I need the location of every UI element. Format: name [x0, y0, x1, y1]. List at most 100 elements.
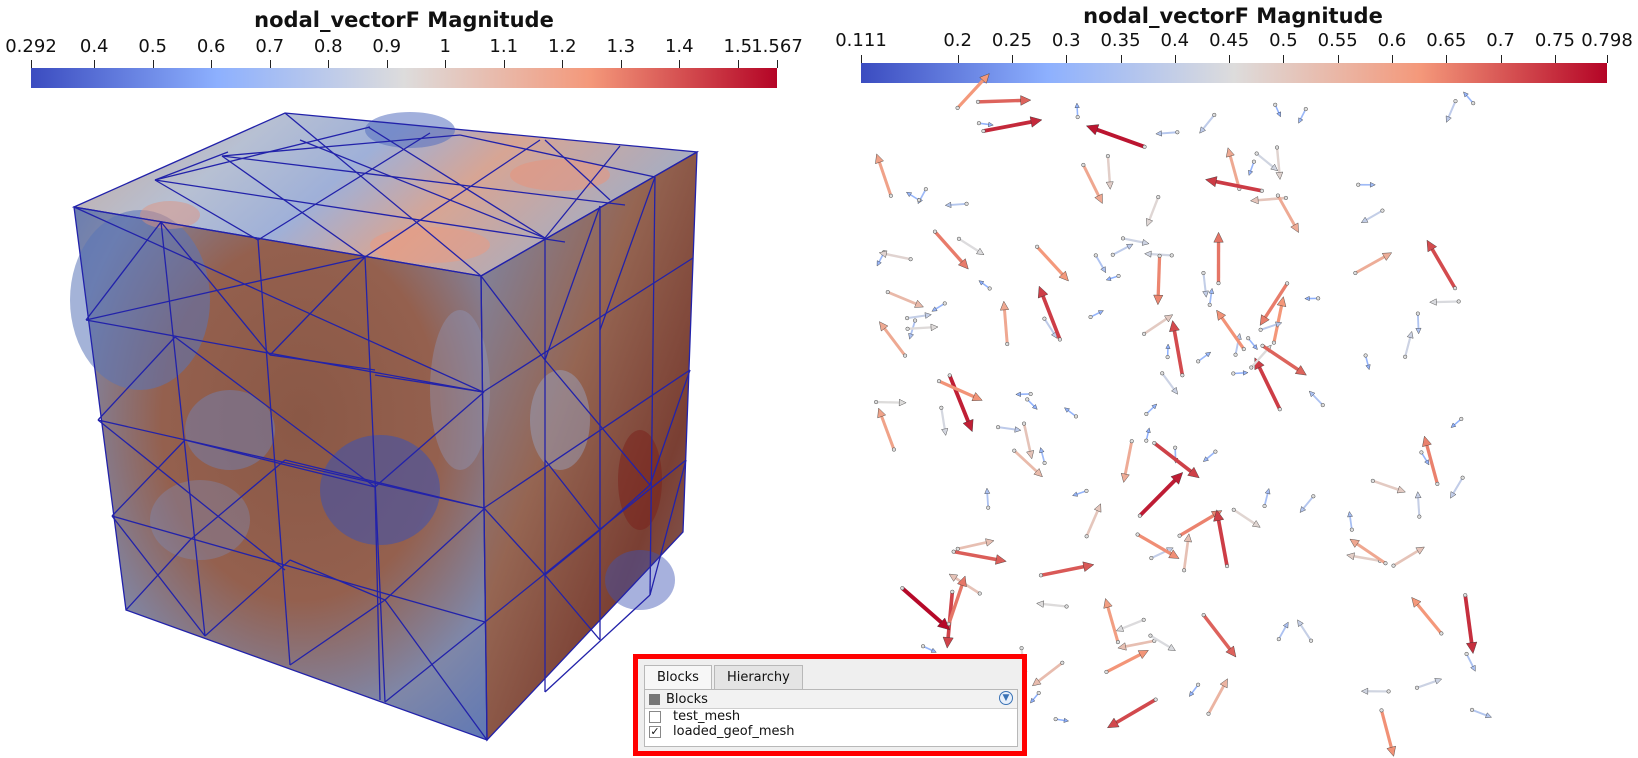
right-render-view[interactable]: nodal_vectorF Magnitude 0.111 0.2 0.25 0.3 0… [816, 0, 1638, 758]
arrow-glyph [1370, 478, 1406, 494]
arrow-glyph [1169, 320, 1185, 378]
right-colorbar-tick-mark [1011, 55, 1013, 63]
arrow-glyph [1146, 195, 1161, 227]
right-colorbar-tick-label: 0.5 [1269, 30, 1298, 51]
arrow-glyph [1165, 343, 1171, 360]
tree-header[interactable]: Blocks ▼ [645, 690, 1017, 709]
arrow-glyph [1213, 231, 1224, 286]
arrow-glyph [1213, 509, 1230, 569]
right-colorbar-tick-mark [1066, 55, 1068, 63]
arrow-glyph [1084, 503, 1102, 539]
arrow-glyph [1199, 112, 1217, 134]
arrow-glyph [1391, 546, 1425, 568]
arrow-glyph [878, 250, 913, 262]
arrow-glyph [1035, 244, 1069, 282]
arrow-glyph [1207, 287, 1215, 307]
arrow-glyph [1144, 403, 1158, 417]
left-render-view[interactable]: nodal_vectorF Magnitude 0.292 0.4 0.5 0.6 0.… [0, 0, 803, 758]
arrow-glyph [1115, 617, 1146, 632]
arrow-glyph [1110, 243, 1134, 257]
left-colorbar-tick-mark [737, 60, 739, 68]
tab-blocks[interactable]: Blocks [644, 665, 712, 690]
chevron-down-icon[interactable]: ▼ [999, 691, 1013, 705]
right-colorbar-tick-label: 0.65 [1426, 30, 1467, 51]
arrow-glyph [1298, 107, 1308, 124]
arrow-glyph [1260, 343, 1307, 376]
arrow-glyph [875, 153, 893, 198]
arrow-glyph [984, 487, 991, 510]
arrow-glyph [1450, 416, 1464, 428]
arrow-glyph [1445, 99, 1458, 123]
arrow-glyph [1036, 600, 1069, 609]
arrow-glyph [947, 373, 974, 433]
arrow-glyph [1105, 154, 1114, 190]
right-colorbar-tick-label: 0.4 [1160, 30, 1190, 51]
arrow-glyph [1081, 162, 1103, 204]
arrow-glyph [999, 300, 1010, 347]
block-tree: Blocks ▼ test_mesh ✓ loaded_geof_mesh [644, 689, 1018, 747]
arrow-glyph [1363, 353, 1371, 371]
left-colorbar-tick-label: 0.9 [372, 36, 402, 57]
arrow-glyph [1356, 182, 1376, 188]
cube-mesh[interactable] [0, 0, 800, 758]
arrow-glyph [1258, 321, 1283, 332]
arrow-glyph [1182, 533, 1192, 573]
arrow-glyph [1025, 397, 1038, 410]
arrow-glyph [1360, 208, 1385, 223]
test-mesh-checkbox[interactable] [649, 710, 661, 723]
left-colorbar-tick-mark [211, 60, 213, 68]
arrow-glyph [1426, 239, 1458, 291]
arrow-glyph [939, 405, 949, 436]
loaded-geof-mesh-checkbox[interactable]: ✓ [649, 724, 661, 738]
left-colorbar-tick-label: 0.292 [5, 36, 57, 57]
arrow-glyph [1360, 687, 1391, 695]
arrow-glyph [955, 73, 990, 110]
arrow-glyph [900, 586, 951, 631]
left-colorbar [31, 68, 777, 88]
left-colorbar-tick-mark [31, 60, 32, 68]
arrow-glyph [1074, 102, 1080, 120]
tree-item-test-mesh[interactable]: test_mesh [645, 709, 1017, 724]
arrow-glyph [905, 323, 939, 332]
arrow-glyphs[interactable] [816, 0, 1638, 758]
arrow-glyph [1030, 690, 1041, 704]
arrow-glyph [921, 644, 937, 653]
arrow-glyph [879, 321, 908, 358]
left-colorbar-tick-label: 1 [439, 36, 451, 57]
cube-right-face [481, 152, 697, 740]
left-colorbar-tick-label: 0.5 [138, 36, 168, 57]
tree-item-label: test_mesh [673, 709, 741, 724]
view-divider[interactable] [806, 0, 810, 758]
arrow-glyph [981, 116, 1043, 134]
right-colorbar [861, 63, 1607, 83]
arrow-glyph [1254, 151, 1279, 172]
header-checkbox[interactable] [649, 693, 660, 705]
right-colorbar-tick-label: 0.3 [1051, 30, 1081, 51]
arrow-glyph [976, 121, 994, 128]
arrow-glyph [1202, 449, 1218, 462]
panel-tabs: Blocks Hierarchy [644, 665, 805, 690]
arrow-glyph [1246, 336, 1258, 350]
arrow-glyph [1105, 273, 1121, 281]
right-colorbar-tick-mark [1554, 55, 1556, 63]
tree-item-loaded-geof-mesh[interactable]: ✓ loaded_geof_mesh [645, 724, 1017, 739]
arrow-glyph [978, 280, 992, 291]
left-colorbar-tick-mark [386, 60, 388, 68]
left-colorbar-tick-mark [269, 60, 271, 68]
left-colorbar-tick-mark [445, 60, 447, 68]
arrow-glyph [996, 425, 1022, 433]
right-colorbar-tick-mark [957, 55, 959, 63]
arrow-glyph [1463, 593, 1478, 655]
left-colorbar-tick-mark [152, 60, 154, 68]
tab-hierarchy[interactable]: Hierarchy [713, 665, 803, 689]
left-colorbar-tick-label: 1.4 [664, 36, 694, 57]
right-colorbar-tick-mark [1446, 55, 1448, 63]
arrow-glyph [1206, 678, 1228, 716]
arrow-glyph [905, 312, 932, 321]
right-colorbar-tick-mark [1120, 55, 1122, 63]
arrow-glyph [1403, 330, 1414, 359]
arrow-glyph [1085, 124, 1147, 149]
arrow-glyph [1104, 650, 1149, 674]
left-colorbar-tick-label: 1.1 [489, 36, 519, 57]
arrow-glyph [1415, 311, 1422, 335]
